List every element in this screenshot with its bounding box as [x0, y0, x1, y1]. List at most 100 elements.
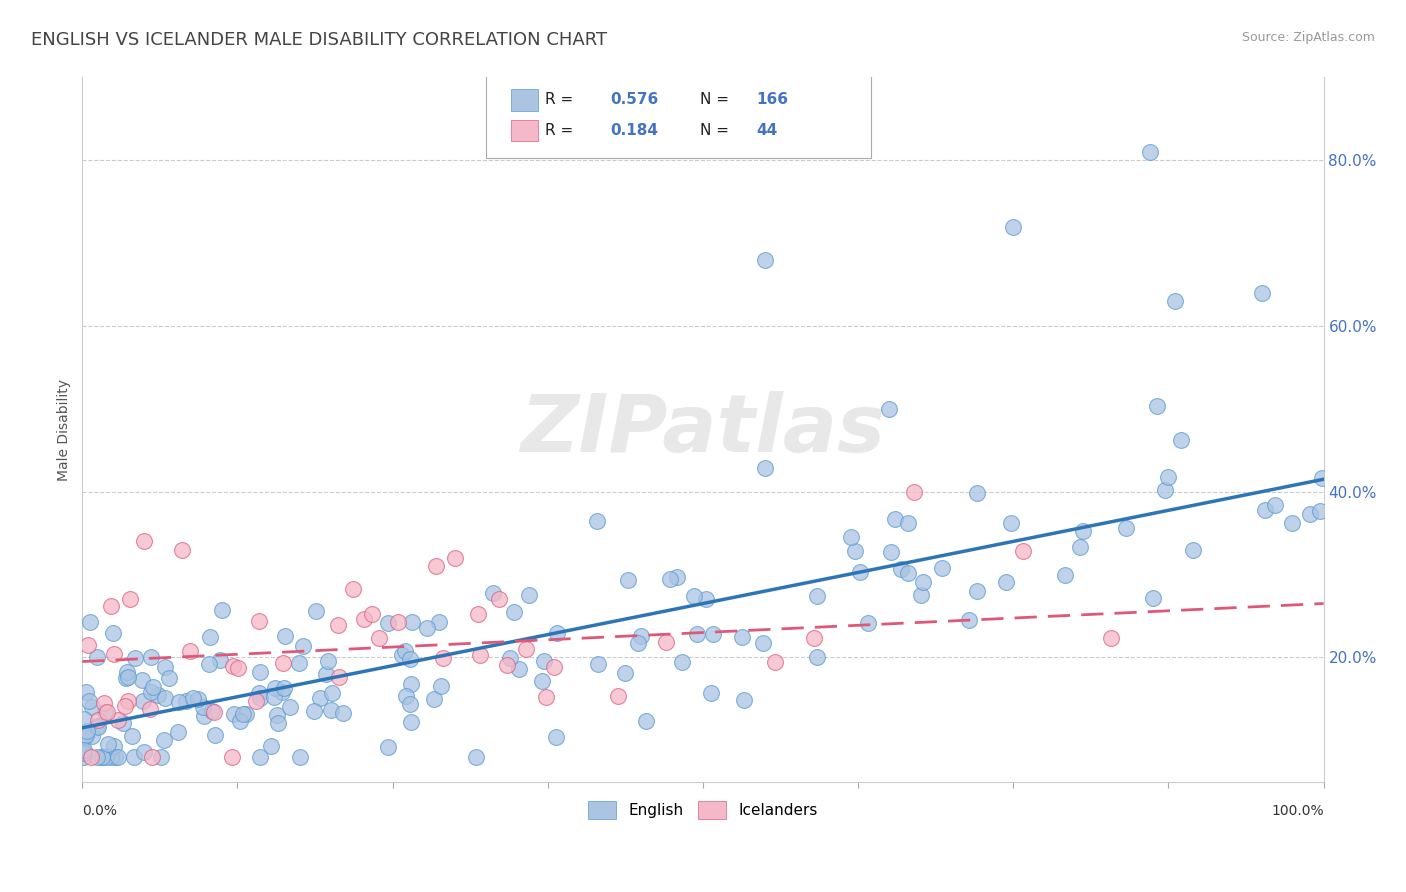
- Point: [86, 749, 108, 764]
- Point: [1250, 285, 1272, 300]
- Point: [77, 694, 100, 708]
- Point: [290, 749, 312, 764]
- Point: [1264, 499, 1286, 513]
- Point: [856, 616, 879, 631]
- Point: [103, 739, 125, 754]
- Point: [77, 638, 100, 652]
- Point: [495, 657, 517, 672]
- Point: [519, 588, 541, 602]
- Point: [142, 680, 165, 694]
- Point: [198, 657, 221, 671]
- Point: [342, 582, 364, 596]
- Point: [844, 543, 866, 558]
- Point: [139, 685, 162, 699]
- Point: [94, 749, 117, 764]
- Point: [328, 670, 350, 684]
- Text: N =: N =: [700, 123, 734, 137]
- Point: [82, 699, 104, 714]
- Point: [117, 670, 139, 684]
- FancyBboxPatch shape: [485, 74, 870, 159]
- Point: [278, 699, 301, 714]
- Point: [167, 695, 190, 709]
- Point: [122, 749, 145, 764]
- Point: [880, 544, 903, 558]
- Point: [897, 566, 920, 581]
- Point: [752, 636, 775, 650]
- Point: [543, 660, 565, 674]
- Point: [91, 749, 114, 764]
- Point: [754, 461, 776, 475]
- Point: [249, 691, 271, 706]
- Point: [86, 719, 108, 733]
- Point: [115, 672, 138, 686]
- Point: [884, 512, 907, 526]
- Text: ZIPatlas: ZIPatlas: [520, 391, 886, 468]
- Point: [1012, 544, 1035, 558]
- Point: [614, 666, 637, 681]
- Point: [104, 749, 127, 764]
- Point: [617, 573, 640, 587]
- Point: [1254, 502, 1277, 516]
- Point: [1156, 470, 1178, 484]
- Point: [686, 626, 709, 640]
- Point: [683, 590, 706, 604]
- Point: [502, 605, 524, 619]
- Point: [443, 551, 465, 566]
- Point: [134, 746, 156, 760]
- Point: [731, 630, 754, 644]
- Point: [394, 644, 416, 658]
- Point: [103, 647, 125, 661]
- Point: [115, 665, 138, 679]
- Point: [134, 534, 156, 549]
- Point: [957, 613, 980, 627]
- Point: [399, 715, 422, 730]
- Point: [91, 749, 114, 764]
- Point: [1170, 433, 1192, 447]
- Point: [391, 648, 413, 663]
- Point: [1000, 516, 1022, 530]
- Point: [176, 694, 198, 708]
- Point: [1146, 399, 1168, 413]
- Point: [107, 713, 129, 727]
- Point: [157, 671, 180, 685]
- Point: [124, 650, 146, 665]
- Point: [360, 607, 382, 622]
- Point: [86, 649, 108, 664]
- Point: [204, 728, 226, 742]
- Point: [72, 746, 94, 760]
- Point: [398, 697, 420, 711]
- Point: [121, 729, 143, 743]
- Bar: [510, 89, 538, 111]
- Point: [170, 542, 193, 557]
- Point: [763, 656, 786, 670]
- Text: Source: ZipAtlas.com: Source: ZipAtlas.com: [1241, 31, 1375, 45]
- Point: [427, 615, 450, 629]
- Point: [198, 630, 221, 644]
- Text: 0.0%: 0.0%: [83, 805, 117, 819]
- Bar: [510, 120, 538, 141]
- Point: [1073, 524, 1095, 538]
- Point: [465, 749, 488, 764]
- Point: [903, 485, 925, 500]
- Point: [292, 639, 315, 653]
- Point: [1002, 219, 1025, 234]
- Point: [138, 702, 160, 716]
- Point: [754, 252, 776, 267]
- Point: [264, 681, 287, 695]
- Point: [179, 644, 201, 658]
- Point: [607, 690, 630, 704]
- Point: [117, 694, 139, 708]
- Point: [1139, 145, 1161, 159]
- Point: [695, 592, 717, 607]
- Point: [101, 625, 124, 640]
- Point: [586, 657, 609, 671]
- Y-axis label: Male Disability: Male Disability: [58, 378, 72, 481]
- Point: [546, 730, 568, 744]
- Point: [200, 704, 222, 718]
- Point: [534, 690, 557, 704]
- Point: [733, 693, 755, 707]
- Point: [700, 686, 723, 700]
- Point: [260, 739, 283, 753]
- Text: 0.184: 0.184: [610, 123, 658, 137]
- Point: [636, 714, 658, 728]
